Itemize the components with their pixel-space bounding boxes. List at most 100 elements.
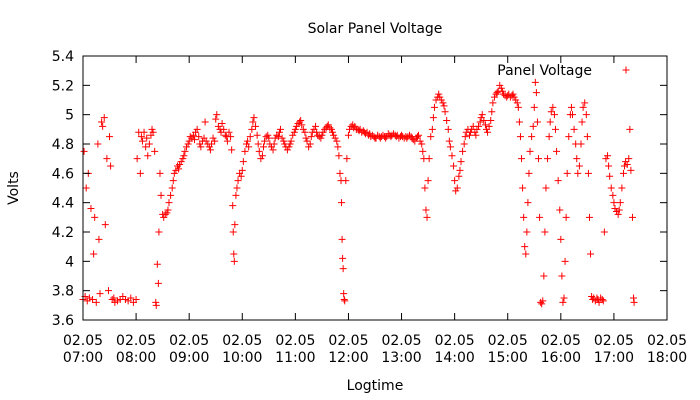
data-point xyxy=(168,184,176,192)
data-point xyxy=(330,131,338,139)
data-point xyxy=(536,213,544,221)
data-point xyxy=(445,137,453,145)
data-point xyxy=(602,155,610,163)
data-point xyxy=(336,169,344,177)
data-point xyxy=(455,172,463,180)
x-tick-label-date: 02.05 xyxy=(116,333,156,349)
data-point xyxy=(609,191,617,199)
data-point xyxy=(413,133,421,141)
data-point xyxy=(514,103,522,111)
data-point xyxy=(441,108,449,116)
data-point xyxy=(106,133,114,141)
data-point xyxy=(484,128,492,136)
data-point xyxy=(181,147,189,155)
y-tick-label: 5 xyxy=(65,108,74,124)
data-point xyxy=(338,235,346,243)
data-point xyxy=(193,125,201,133)
data-point xyxy=(558,272,566,280)
data-point xyxy=(230,257,238,265)
data-point xyxy=(96,290,104,298)
data-point xyxy=(305,143,313,151)
data-point xyxy=(306,140,314,148)
data-point xyxy=(244,137,252,145)
data-point xyxy=(225,128,233,136)
data-point xyxy=(153,260,161,268)
data-point xyxy=(211,137,219,145)
x-tick-label-time: 12:00 xyxy=(328,350,368,366)
data-point xyxy=(319,128,327,136)
data-point xyxy=(567,103,575,111)
data-point xyxy=(604,152,612,160)
data-point xyxy=(252,122,260,130)
data-point xyxy=(459,147,467,155)
data-point xyxy=(582,111,590,119)
data-point xyxy=(581,99,589,107)
y-tick-label: 4 xyxy=(65,254,74,270)
data-point xyxy=(565,133,573,141)
data-point xyxy=(518,155,526,163)
data-point xyxy=(250,114,258,122)
data-point xyxy=(155,228,163,236)
data-point xyxy=(560,294,568,302)
data-point xyxy=(177,158,185,166)
x-tick-label-time: 10:00 xyxy=(222,350,262,366)
data-point xyxy=(99,122,107,130)
data-point xyxy=(231,221,239,229)
data-point xyxy=(335,152,343,160)
y-tick-label: 5.2 xyxy=(52,78,74,94)
data-point xyxy=(577,140,585,148)
data-point xyxy=(230,250,238,258)
data-point xyxy=(481,121,489,129)
data-point xyxy=(331,134,339,142)
data-point xyxy=(607,184,615,192)
data-point xyxy=(275,128,283,136)
data-point xyxy=(82,184,90,192)
axis-ticks: 3.63.844.24.44.64.855.25.402.0507:0002.0… xyxy=(52,49,687,366)
data-point xyxy=(575,162,583,170)
data-point xyxy=(260,143,268,151)
data-point xyxy=(214,122,222,130)
y-axis-label: Volts xyxy=(6,171,22,205)
data-point xyxy=(453,184,461,192)
data-point xyxy=(248,125,256,133)
data-point xyxy=(423,213,431,221)
y-tick-label: 3.8 xyxy=(52,284,74,300)
data-point xyxy=(255,147,263,155)
data-point xyxy=(258,152,266,160)
data-point xyxy=(151,147,159,155)
data-point xyxy=(513,99,521,107)
x-tick-label-time: 18:00 xyxy=(647,350,687,366)
data-point xyxy=(140,128,148,136)
data-point xyxy=(628,213,636,221)
data-point xyxy=(94,140,102,148)
data-point xyxy=(299,125,307,133)
data-point xyxy=(237,172,245,180)
data-point xyxy=(278,134,286,142)
data-point xyxy=(544,155,552,163)
data-point xyxy=(283,146,291,154)
data-point xyxy=(346,125,354,133)
data-point xyxy=(209,134,217,142)
data-point xyxy=(460,140,468,148)
data-point xyxy=(446,143,454,151)
data-point xyxy=(161,210,169,218)
x-tick-label-time: 07:00 xyxy=(63,350,103,366)
data-point xyxy=(497,84,505,92)
data-point xyxy=(561,257,569,265)
data-point xyxy=(578,118,586,126)
data-point xyxy=(95,235,103,243)
data-point xyxy=(156,169,164,177)
data-point xyxy=(302,134,310,142)
data-point xyxy=(170,169,178,177)
data-point xyxy=(180,152,188,160)
data-point xyxy=(525,169,533,177)
data-point xyxy=(587,250,595,258)
data-point xyxy=(344,131,352,139)
data-point xyxy=(487,117,495,125)
data-point xyxy=(615,206,623,214)
data-point xyxy=(257,155,265,163)
data-point xyxy=(356,125,364,133)
data-point xyxy=(422,206,430,214)
data-point xyxy=(476,118,484,126)
